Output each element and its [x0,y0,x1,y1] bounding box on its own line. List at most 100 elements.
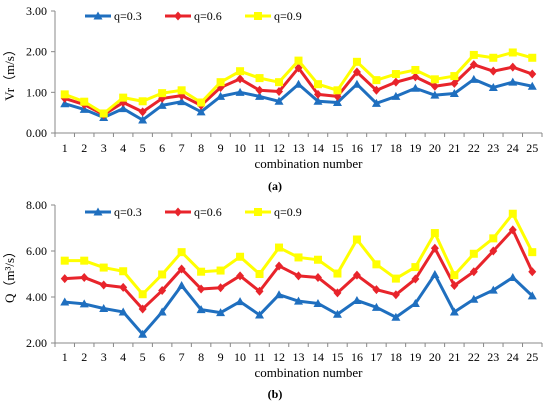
x-tick-label: 23 [487,350,499,364]
y-tick-label: 3.00 [26,4,47,18]
x-tick-label: 1 [62,350,68,364]
x-tick-label: 5 [140,141,146,155]
x-axis-label: combination number [255,156,364,171]
data-point [352,270,361,280]
legend-label: q=0.6 [194,9,222,23]
data-point [60,274,69,284]
data-point [294,271,303,281]
panel-label: (b) [268,387,283,401]
data-point [411,263,420,272]
data-point [80,97,89,106]
data-point [372,260,381,269]
data-point [119,282,128,292]
x-tick-label: 8 [198,141,204,155]
legend-label: q=0.9 [274,9,302,23]
data-point [430,229,439,238]
data-point [236,67,245,76]
x-tick-label: 13 [293,350,305,364]
data-point [391,290,400,300]
data-point [450,271,459,280]
legend-marker [174,207,182,217]
y-axis-label: Vr（m/s） [2,43,17,101]
x-tick-label: 16 [351,141,363,155]
data-point [371,98,381,107]
data-point [391,70,400,79]
data-point [489,246,498,256]
data-point [255,85,264,95]
data-point [469,249,478,258]
data-point [79,299,89,308]
chart-panel-b: 2.004.006.008.001 2 3 4 5 6 7 8 9 10 11 12 13 14 15 16 1… [2,198,543,401]
data-point [274,96,284,105]
data-point [197,98,206,107]
data-point [430,243,439,253]
data-point [60,297,70,306]
x-tick-label: 15 [331,141,343,155]
data-point [294,56,303,65]
data-point [372,76,381,85]
data-point [235,87,245,96]
data-point [430,90,440,99]
x-tick-label: 3 [101,350,107,364]
data-point [99,280,108,290]
data-point [196,305,206,314]
x-tick-label: 25 [526,141,538,155]
x-tick-label: 6 [159,350,165,364]
x-tick-label: 24 [507,141,519,155]
data-point [177,264,186,274]
legend-label: q=0.3 [114,205,142,219]
legend-item: q=0.9 [245,205,302,219]
data-point [138,107,147,117]
data-point [177,248,186,257]
data-point [294,253,303,262]
legend-label: q=0.3 [114,9,142,23]
y-tick-label: 8.00 [26,198,47,212]
data-point [236,252,245,261]
data-point [255,74,264,83]
data-point [528,53,537,62]
x-tick-label: 19 [409,350,421,364]
x-tick-label: 12 [273,141,285,155]
x-tick-label: 9 [218,350,224,364]
x-tick-label: 20 [429,350,441,364]
data-point [391,312,401,321]
data-point [118,104,128,113]
data-point [528,267,537,277]
x-tick-label: 11 [254,350,266,364]
data-point [255,270,264,278]
data-point [489,53,498,62]
x-tick-label: 21 [448,350,460,364]
data-point [158,286,167,296]
x-tick-label: 18 [390,350,402,364]
series-q-0-6 [60,225,537,314]
x-tick-label: 9 [218,141,224,155]
panel-label: (a) [268,179,282,193]
x-tick-label: 18 [390,141,402,155]
legend-marker [174,11,182,21]
data-point [177,97,187,106]
data-point [275,87,284,97]
data-point [60,256,69,265]
y-tick-label: 4.00 [26,290,47,304]
x-tick-label: 21 [448,141,460,155]
data-point [138,329,148,338]
x-tick-label: 2 [81,141,87,155]
legend: q=0.3 q=0.6 q=0.9 [85,205,302,219]
data-point [411,65,420,74]
data-point [469,60,478,70]
data-point [372,85,381,95]
data-point [333,288,342,298]
data-point [255,91,265,100]
data-point [527,81,537,90]
data-point [216,308,226,317]
data-point [157,100,167,109]
x-tick-label: 7 [179,350,185,364]
data-point [508,272,518,281]
legend-marker [93,11,103,20]
series-q-0-6 [60,60,537,120]
data-point [430,75,439,84]
data-point [352,57,361,66]
data-point [235,297,245,306]
data-point [236,74,245,84]
